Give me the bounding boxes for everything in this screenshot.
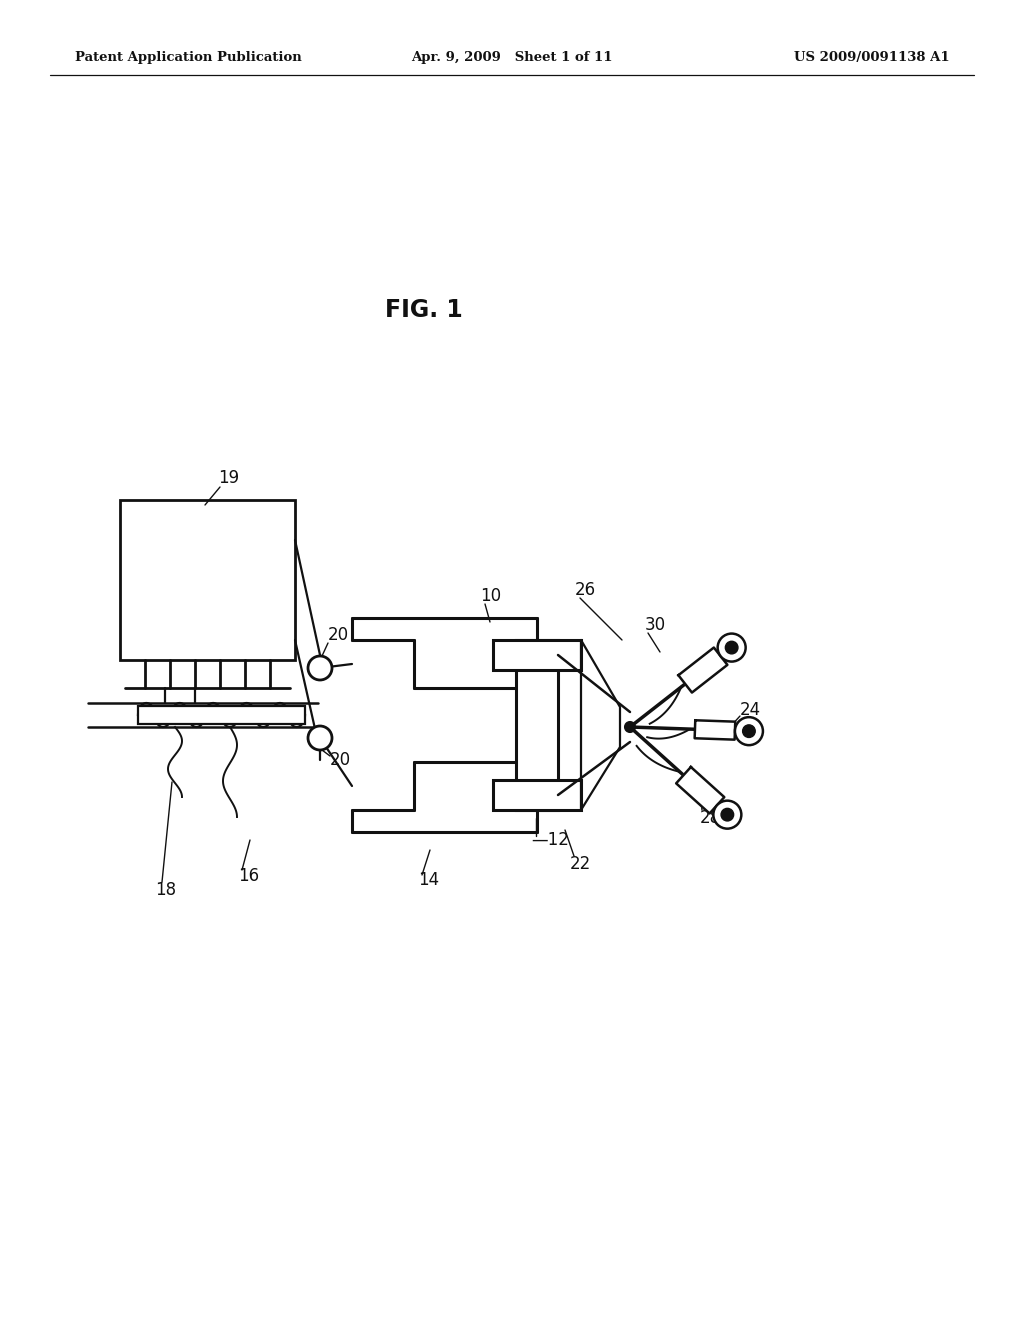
Text: 18: 18 [155,880,176,899]
Text: 28: 28 [700,809,721,828]
Polygon shape [676,767,724,813]
Circle shape [625,722,635,733]
Text: 19: 19 [218,469,240,487]
Polygon shape [678,648,727,693]
Text: 24: 24 [740,701,761,719]
Text: 20: 20 [328,626,349,644]
Polygon shape [581,640,620,810]
Bar [120,500,295,660]
Bar [493,780,581,810]
Bar [138,706,305,723]
Text: 16: 16 [238,867,259,884]
Circle shape [735,717,763,746]
Text: US 2009/0091138 A1: US 2009/0091138 A1 [795,51,950,65]
Text: Patent Application Publication: Patent Application Publication [75,51,302,65]
Circle shape [725,642,738,653]
Polygon shape [694,721,735,739]
Bar [516,640,558,810]
Circle shape [718,634,745,661]
Circle shape [721,808,733,821]
Text: 22: 22 [570,855,591,873]
Text: 20: 20 [330,751,351,770]
Text: FIG. 1: FIG. 1 [385,298,463,322]
Text: Apr. 9, 2009   Sheet 1 of 11: Apr. 9, 2009 Sheet 1 of 11 [412,51,612,65]
Text: 26: 26 [575,581,596,599]
Circle shape [714,801,741,829]
Text: 30: 30 [645,616,667,634]
Text: 10: 10 [480,587,501,605]
Text: —12: —12 [531,832,569,849]
Text: 14: 14 [418,871,439,888]
Bar [493,640,581,671]
Circle shape [308,726,332,750]
Circle shape [308,656,332,680]
Circle shape [742,725,756,738]
